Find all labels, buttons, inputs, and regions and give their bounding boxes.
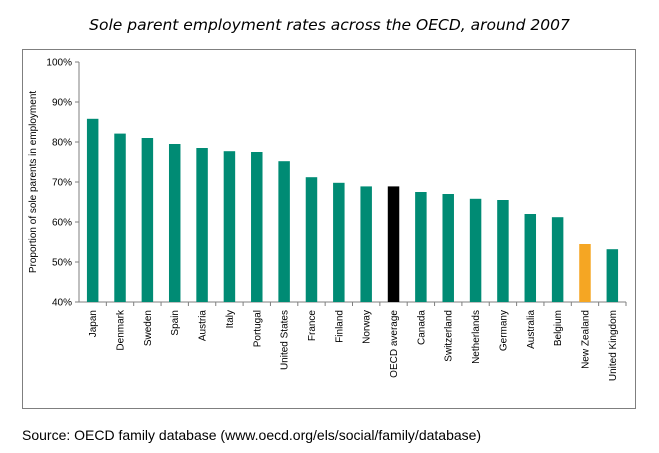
bar-netherlands: [469, 198, 482, 302]
bar-denmark: [114, 133, 126, 302]
x-tick-label: United Kingdom: [608, 310, 619, 381]
y-tick-label: 70%: [52, 178, 72, 189]
bar-japan: [86, 118, 99, 302]
chart-title: Sole parent employment rates across the …: [89, 16, 570, 34]
y-tick-label: 90%: [52, 98, 72, 109]
x-tick-label: Japan: [88, 310, 99, 337]
x-tick-label: Norway: [362, 310, 373, 344]
bar-portugal: [251, 152, 263, 302]
x-tick-label: Italy: [225, 310, 236, 328]
bar-finland: [333, 182, 345, 302]
x-tick-label: Australia: [526, 310, 537, 349]
x-tick-label: Spain: [170, 310, 181, 336]
y-tick-label: 60%: [52, 218, 72, 229]
bar-new-zealand: [579, 244, 591, 302]
x-tick-label: Portugal: [252, 310, 263, 347]
bar-united-states: [278, 161, 290, 302]
x-tick-label: Switzerland: [444, 310, 455, 362]
bar-belgium: [551, 217, 564, 302]
y-tick-label: 50%: [52, 258, 72, 269]
x-tick-label: Germany: [498, 310, 509, 351]
bar-oecd-average: [387, 186, 400, 302]
x-tick-label: Finland: [334, 310, 345, 343]
bars: [86, 118, 619, 302]
bar-italy: [223, 151, 236, 302]
bar-france: [305, 177, 318, 302]
x-tick-label: Austria: [198, 310, 209, 342]
x-tick-label: New Zealand: [580, 310, 591, 369]
x-tick-label: Sweden: [143, 310, 154, 346]
source-note: Source: OECD family database (www.oecd.o…: [22, 427, 482, 443]
x-tick-label: OECD average: [389, 310, 400, 378]
x-tick-labels: Japan Denmark Sweden Spain Austria Italy Portu…: [88, 302, 627, 381]
x-tick-label: Belgium: [553, 310, 564, 346]
y-tick-label: 40%: [52, 298, 72, 309]
bar-united-kingdom: [606, 249, 619, 302]
y-axis-label: Proportion of sole parents in employment: [28, 91, 39, 274]
bar-austria: [196, 148, 208, 302]
x-tick-label: United States: [280, 310, 291, 370]
bar-australia: [524, 214, 537, 302]
bar-switzerland: [442, 194, 454, 302]
bar-canada: [415, 192, 427, 302]
x-tick-label: Netherlands: [471, 310, 482, 364]
x-tick-label: Canada: [416, 310, 427, 345]
chart-frame: [22, 49, 636, 409]
bar-sweden: [141, 138, 154, 302]
x-tick-label: Denmark: [116, 309, 127, 351]
bar-chart: Proportion of sole parents in employment…: [28, 58, 627, 381]
y-ticks: 40% 50% 60% 70% 80% 90% 100%: [46, 58, 79, 309]
x-tick-label: France: [307, 310, 318, 342]
bar-spain: [168, 144, 181, 302]
y-tick-label: 80%: [52, 138, 72, 149]
y-tick-label: 100%: [46, 58, 72, 69]
bar-germany: [497, 200, 509, 302]
bar-norway: [360, 186, 372, 302]
